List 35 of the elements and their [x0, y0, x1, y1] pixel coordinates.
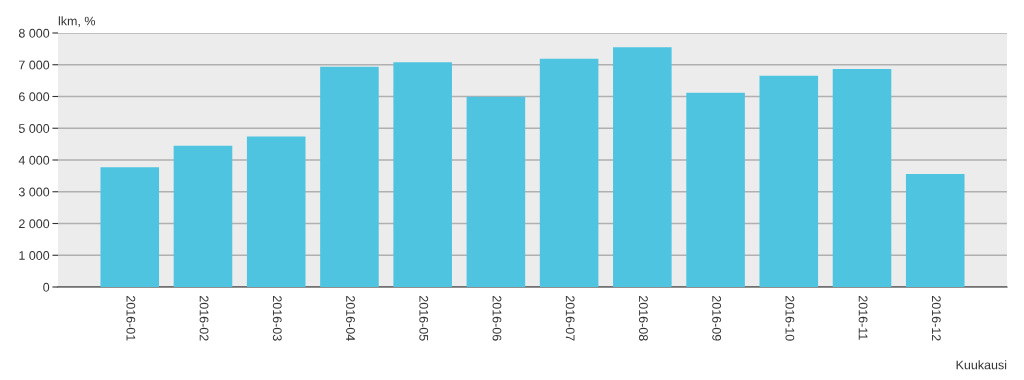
x-tick-label: 2016-04 [346, 295, 355, 341]
bar [759, 75, 819, 287]
x-axis-title: Kuukausi [956, 360, 1007, 370]
bar [100, 167, 160, 287]
x-tick-label: 2016-12 [931, 295, 941, 341]
x-tick-label: 2016-07 [565, 295, 575, 341]
y-tick-label: 0 [43, 282, 50, 292]
y-axis-title: lkm, % [58, 16, 96, 27]
x-tick-label: 2016-03 [272, 295, 282, 341]
y-tick-label: 8 000 [18, 28, 50, 38]
bar [832, 68, 892, 287]
bar [905, 173, 965, 287]
bar [686, 92, 745, 287]
x-tick-label: 2016-11 [858, 295, 868, 340]
y-tick-label: 1 000 [19, 251, 50, 260]
y-tick-label: 5 000 [18, 124, 50, 133]
y-tick-label: 6 000 [19, 92, 50, 102]
x-tick-label: 2016-08 [638, 295, 648, 341]
y-tick-label: 2 000 [19, 219, 50, 229]
x-tick-label: 2016-01 [126, 295, 136, 341]
bar [173, 145, 233, 287]
x-tick-label: 2016-02 [199, 295, 209, 341]
bar [320, 66, 379, 287]
x-tick-label: 2016-10 [785, 295, 795, 341]
x-tick-label: 2016-06 [492, 295, 502, 341]
x-tick-label: 2016-09 [712, 295, 722, 341]
bar [466, 96, 526, 287]
x-tick-label: 2016-05 [419, 295, 429, 341]
bar [613, 47, 672, 287]
y-tick-label: 3 000 [18, 187, 50, 197]
y-tick-label: 7 000 [19, 60, 50, 70]
y-tick-label: 4 000 [18, 155, 50, 165]
bar [539, 58, 599, 287]
bar [393, 62, 452, 287]
bar [246, 136, 306, 287]
